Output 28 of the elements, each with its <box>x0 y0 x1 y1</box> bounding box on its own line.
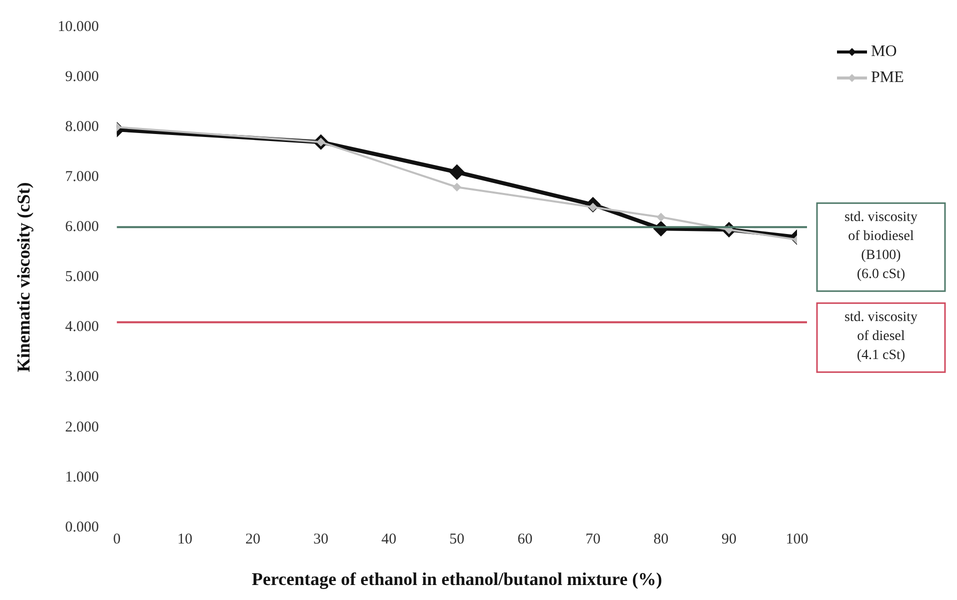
x-tick-label: 10 <box>177 531 192 548</box>
y-tick-label: 9.000 <box>65 68 99 85</box>
ref-line-label: std. viscosity of biodiesel (B100) (6.0 cSt) <box>844 210 918 282</box>
x-tick-label: 40 <box>381 531 396 548</box>
x-tick-label: 100 <box>786 531 808 548</box>
y-axis-title: Kinematic viscosity (cSt) <box>13 182 34 372</box>
y-tick-label: 1.000 <box>65 469 99 486</box>
legend-label: PME <box>871 69 904 86</box>
y-tick-label: 6.000 <box>65 219 99 236</box>
y-tick-label: 7.000 <box>65 169 99 186</box>
y-tick-label: 8.000 <box>65 119 99 136</box>
ref-line-label: std. viscosity of diesel (4.1 cSt) <box>844 310 918 363</box>
x-tick-label: 70 <box>585 531 600 548</box>
x-tick-label: 60 <box>517 531 532 548</box>
legend-label: MO <box>871 43 897 60</box>
y-tick-label: 2.000 <box>65 419 99 436</box>
y-tick-label: 10.000 <box>58 18 99 35</box>
x-tick-label: 80 <box>653 531 668 548</box>
y-tick-label: 5.000 <box>65 269 99 286</box>
x-tick-label: 20 <box>245 531 260 548</box>
y-tick-label: 4.000 <box>65 319 99 336</box>
x-tick-label: 90 <box>721 531 736 548</box>
x-axis-title: Percentage of ethanol in ethanol/butanol mixture (%) <box>252 568 662 589</box>
x-tick-label: 50 <box>449 531 464 548</box>
y-tick-label: 0.000 <box>65 519 99 536</box>
x-tick-label: 0 <box>113 531 121 548</box>
x-tick-label: 30 <box>313 531 328 548</box>
y-tick-label: 3.000 <box>65 369 99 386</box>
